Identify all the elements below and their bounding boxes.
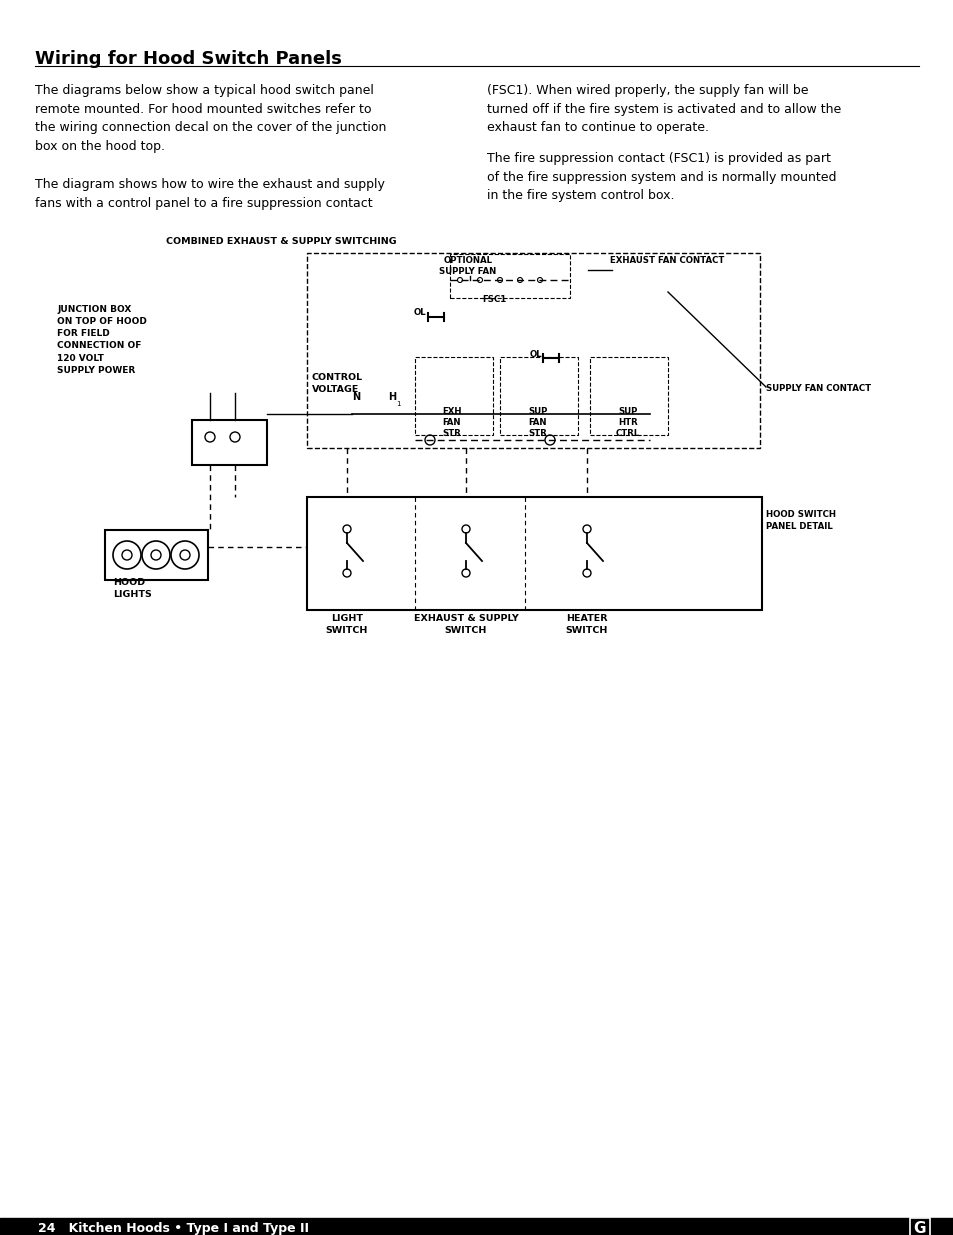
- Text: The fire suppression contact (FSC1) is provided as part
of the fire suppression : The fire suppression contact (FSC1) is p…: [486, 152, 836, 203]
- Text: SUPPLY FAN CONTACT: SUPPLY FAN CONTACT: [765, 384, 870, 393]
- Text: OPTIONAL
SUPPLY FAN: OPTIONAL SUPPLY FAN: [439, 256, 497, 277]
- Text: EXHAUST & SUPPLY
SWITCH: EXHAUST & SUPPLY SWITCH: [414, 614, 517, 635]
- Bar: [307, 253, 760, 448]
- Text: OL: OL: [414, 308, 426, 317]
- Text: Wiring for Hood Switch Panels: Wiring for Hood Switch Panels: [35, 49, 341, 68]
- Text: G: G: [913, 1221, 925, 1235]
- Bar: [307, 496, 761, 610]
- Text: (FSC1). When wired properly, the supply fan will be
turned off if the fire syste: (FSC1). When wired properly, the supply …: [486, 84, 841, 135]
- Text: CONTROL
VOLTAGE: CONTROL VOLTAGE: [312, 373, 363, 394]
- Text: 24   Kitchen Hoods • Type I and Type II: 24 Kitchen Hoods • Type I and Type II: [38, 1223, 309, 1235]
- Text: N: N: [352, 391, 359, 403]
- Bar: [450, 254, 569, 298]
- Bar: [105, 530, 208, 580]
- Text: JUNCTION BOX
ON TOP OF HOOD
FOR FIELD
CONNECTION OF
120 VOLT
SUPPLY POWER: JUNCTION BOX ON TOP OF HOOD FOR FIELD CO…: [57, 305, 147, 374]
- Text: HOOD
LIGHTS: HOOD LIGHTS: [112, 578, 152, 599]
- Text: 1: 1: [395, 401, 400, 408]
- Text: HOOD SWITCH
PANEL DETAIL: HOOD SWITCH PANEL DETAIL: [765, 510, 835, 531]
- Bar: [589, 357, 667, 435]
- Text: SUP
HTR
CTRL: SUP HTR CTRL: [616, 408, 639, 438]
- Text: SUP
FAN
STR: SUP FAN STR: [528, 408, 547, 438]
- Text: The diagram shows how to wire the exhaust and supply
fans with a control panel t: The diagram shows how to wire the exhaus…: [35, 178, 384, 210]
- Text: OL: OL: [530, 350, 542, 359]
- Text: EXHAUST FAN CONTACT: EXHAUST FAN CONTACT: [609, 256, 723, 266]
- Text: EXH
FAN
STR: EXH FAN STR: [442, 408, 461, 438]
- Text: LIGHT
SWITCH: LIGHT SWITCH: [326, 614, 368, 635]
- Bar: [499, 357, 578, 435]
- Bar: [192, 420, 267, 466]
- Bar: [415, 357, 493, 435]
- Text: HEATER
SWITCH: HEATER SWITCH: [565, 614, 608, 635]
- Text: H: H: [388, 391, 395, 403]
- Text: FSC1: FSC1: [481, 295, 506, 304]
- Text: The diagrams below show a typical hood switch panel
remote mounted. For hood mou: The diagrams below show a typical hood s…: [35, 84, 386, 152]
- Text: COMBINED EXHAUST & SUPPLY SWITCHING: COMBINED EXHAUST & SUPPLY SWITCHING: [166, 237, 396, 246]
